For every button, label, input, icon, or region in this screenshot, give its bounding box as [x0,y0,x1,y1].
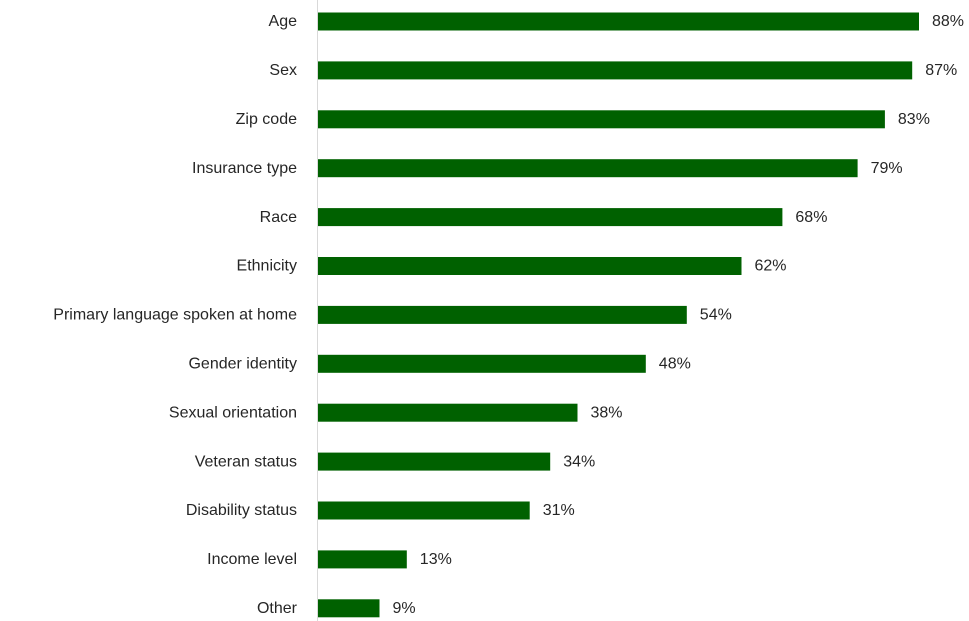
bar-primary-language-spoken-at-home [318,305,687,324]
value-label-income-level: 13% [420,551,452,568]
category-label-primary-language-spoken-at-home: Primary language spoken at home [53,307,297,324]
bar-sexual-orientation [318,403,578,422]
bars-group [318,12,919,618]
bar-veteran-status [318,452,551,471]
value-label-other: 9% [393,600,416,617]
category-label-sexual-orientation: Sexual orientation [169,404,297,421]
category-label-age: Age [269,13,298,30]
bar-zip-code [318,110,885,129]
category-label-zip-code: Zip code [236,111,297,128]
value-label-ethnicity: 62% [755,258,787,275]
bar-race [318,208,783,227]
category-label-disability-status: Disability status [186,502,297,519]
value-label-gender-identity: 48% [659,356,691,373]
category-label-veteran-status: Veteran status [195,453,297,470]
value-label-disability-status: 31% [543,502,575,519]
value-label-race: 68% [795,209,827,226]
category-label-sex: Sex [269,62,297,79]
value-labels-group: 88% 87% 83% 79% 68% 62% 54% 48% 38% 34% 31% 13% 9% [393,13,965,617]
value-label-primary-language-spoken-at-home: 54% [700,307,732,324]
category-label-insurance-type: Insurance type [192,160,297,177]
value-label-age: 88% [932,13,964,30]
bar-gender-identity [318,354,646,373]
category-labels-group: Age Sex Zip code Insurance type Race Ethnicit… [53,13,297,617]
category-label-other: Other [257,600,298,617]
category-label-gender-identity: Gender identity [188,356,297,373]
bar-sex [318,61,913,80]
value-label-sexual-orientation: 38% [591,404,623,421]
value-label-zip-code: 83% [898,111,930,128]
bar-income-level [318,550,407,569]
bar-age [318,12,919,31]
bar-ethnicity [318,257,742,275]
category-label-race: Race [260,209,297,226]
bar-disability-status [318,501,530,520]
value-label-sex: 87% [925,62,957,79]
category-label-income-level: Income level [207,551,297,568]
category-label-ethnicity: Ethnicity [237,258,297,275]
bar-other [318,599,380,618]
value-label-veteran-status: 34% [563,453,595,470]
bar-insurance-type [318,159,858,178]
value-label-insurance-type: 79% [871,160,903,177]
